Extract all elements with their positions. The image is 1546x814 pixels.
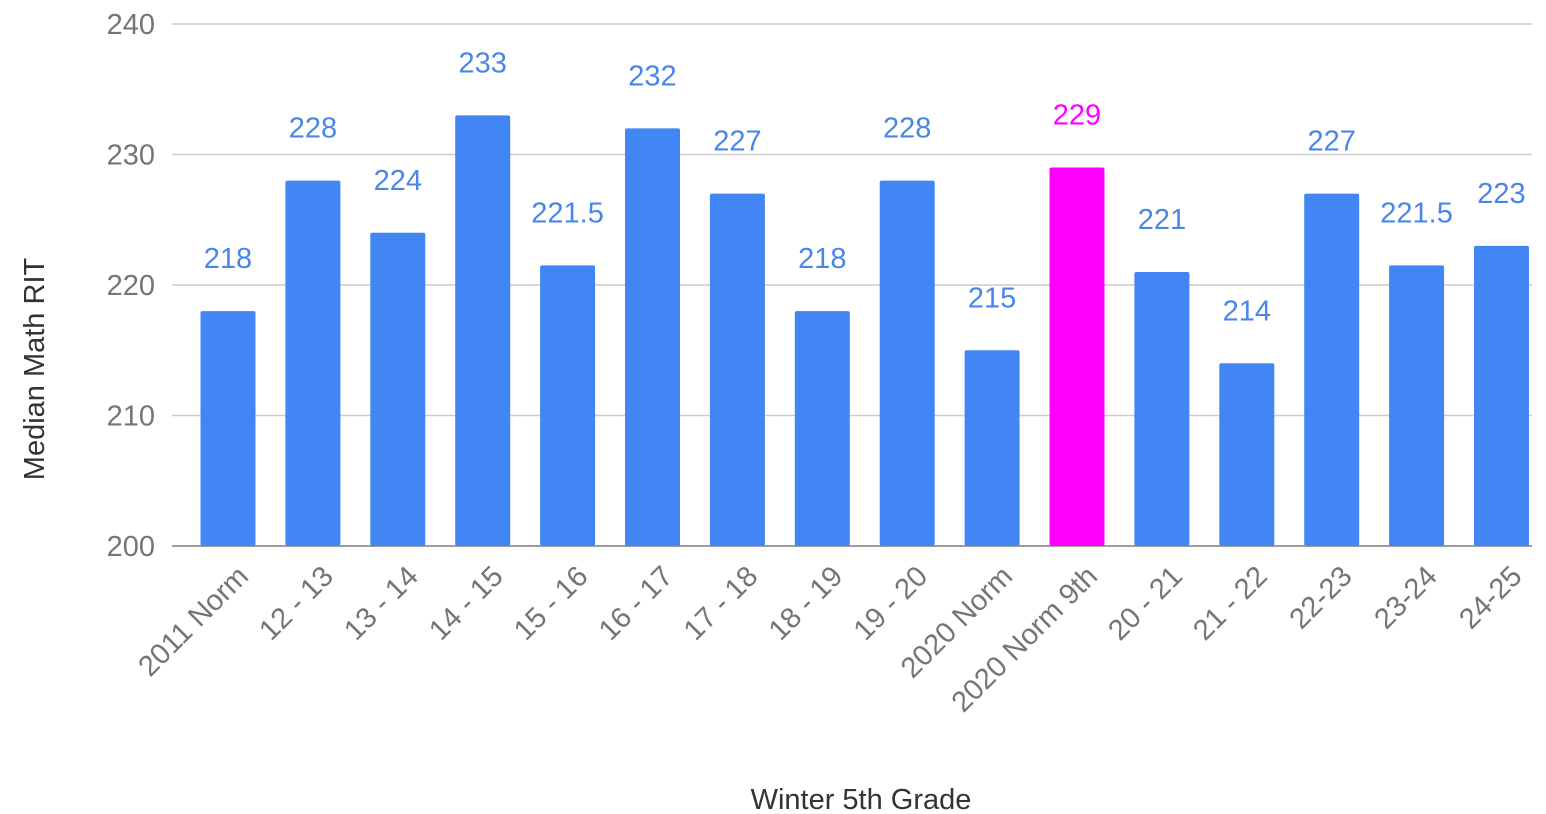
data-label: 218	[798, 243, 846, 275]
x-axis-title: Winter 5th Grade	[751, 784, 972, 814]
bar	[625, 128, 680, 546]
x-tick-label: 16 - 17	[593, 560, 679, 646]
bar	[1049, 167, 1105, 547]
data-label: 221.5	[531, 197, 604, 229]
x-tick-label: 2020 Norm 9th	[946, 560, 1104, 718]
bar	[1474, 245, 1529, 546]
y-tick-label: 210	[107, 401, 155, 433]
data-labels: 218 228 224 233 221.5 232 227 218 228 215 229 221 21…	[204, 47, 1526, 327]
data-label: 227	[1308, 126, 1356, 158]
bar	[794, 311, 850, 546]
bar	[455, 115, 511, 546]
data-label: 224	[374, 165, 422, 197]
x-tick-label: 23-24	[1368, 560, 1443, 635]
x-tick-label: 17 - 18	[678, 560, 764, 646]
x-tick-label: 14 - 15	[423, 560, 509, 646]
bar	[879, 180, 935, 546]
x-tick-label: 18 - 19	[763, 560, 849, 646]
y-tick-label: 240	[107, 9, 155, 41]
data-label: 223	[1477, 178, 1525, 210]
data-label: 214	[1223, 295, 1271, 327]
bar	[1304, 193, 1360, 546]
y-axis-title: Median Math RIT	[19, 258, 51, 481]
data-label: 229	[1053, 100, 1101, 132]
bar	[200, 311, 256, 546]
bar	[1219, 363, 1275, 546]
bar	[540, 265, 596, 546]
data-label: 221	[1138, 204, 1186, 236]
data-label: 221.5	[1380, 197, 1453, 229]
x-tick-label: 21 - 22	[1187, 560, 1273, 646]
x-tick-label: 19 - 20	[848, 560, 934, 646]
bar	[370, 232, 426, 547]
x-tick-label: 20 - 21	[1102, 560, 1188, 646]
x-tick-label: 13 - 14	[338, 560, 424, 646]
x-tick-label: 15 - 16	[508, 560, 594, 646]
data-label: 232	[628, 60, 676, 92]
data-label: 218	[204, 243, 252, 275]
data-label: 227	[713, 126, 761, 158]
bar	[964, 350, 1020, 546]
bar	[709, 193, 765, 546]
y-tick-label: 230	[107, 140, 155, 172]
bars	[200, 115, 1529, 547]
data-label: 228	[289, 113, 337, 145]
data-label: 215	[968, 282, 1016, 314]
bar	[285, 180, 341, 546]
y-tick-label: 200	[107, 531, 155, 563]
x-tick-label: 22-23	[1284, 560, 1359, 635]
y-axis-ticks: 200 210 220 230 240	[107, 9, 155, 563]
y-tick-label: 220	[107, 270, 155, 302]
data-label: 228	[883, 113, 931, 145]
x-tick-label: 12 - 13	[253, 560, 339, 646]
x-tick-label: 2011 Norm	[132, 560, 255, 683]
data-label: 233	[459, 47, 507, 79]
x-tick-label: 24-25	[1453, 560, 1528, 635]
bar	[1134, 271, 1190, 546]
bar	[1389, 265, 1445, 546]
